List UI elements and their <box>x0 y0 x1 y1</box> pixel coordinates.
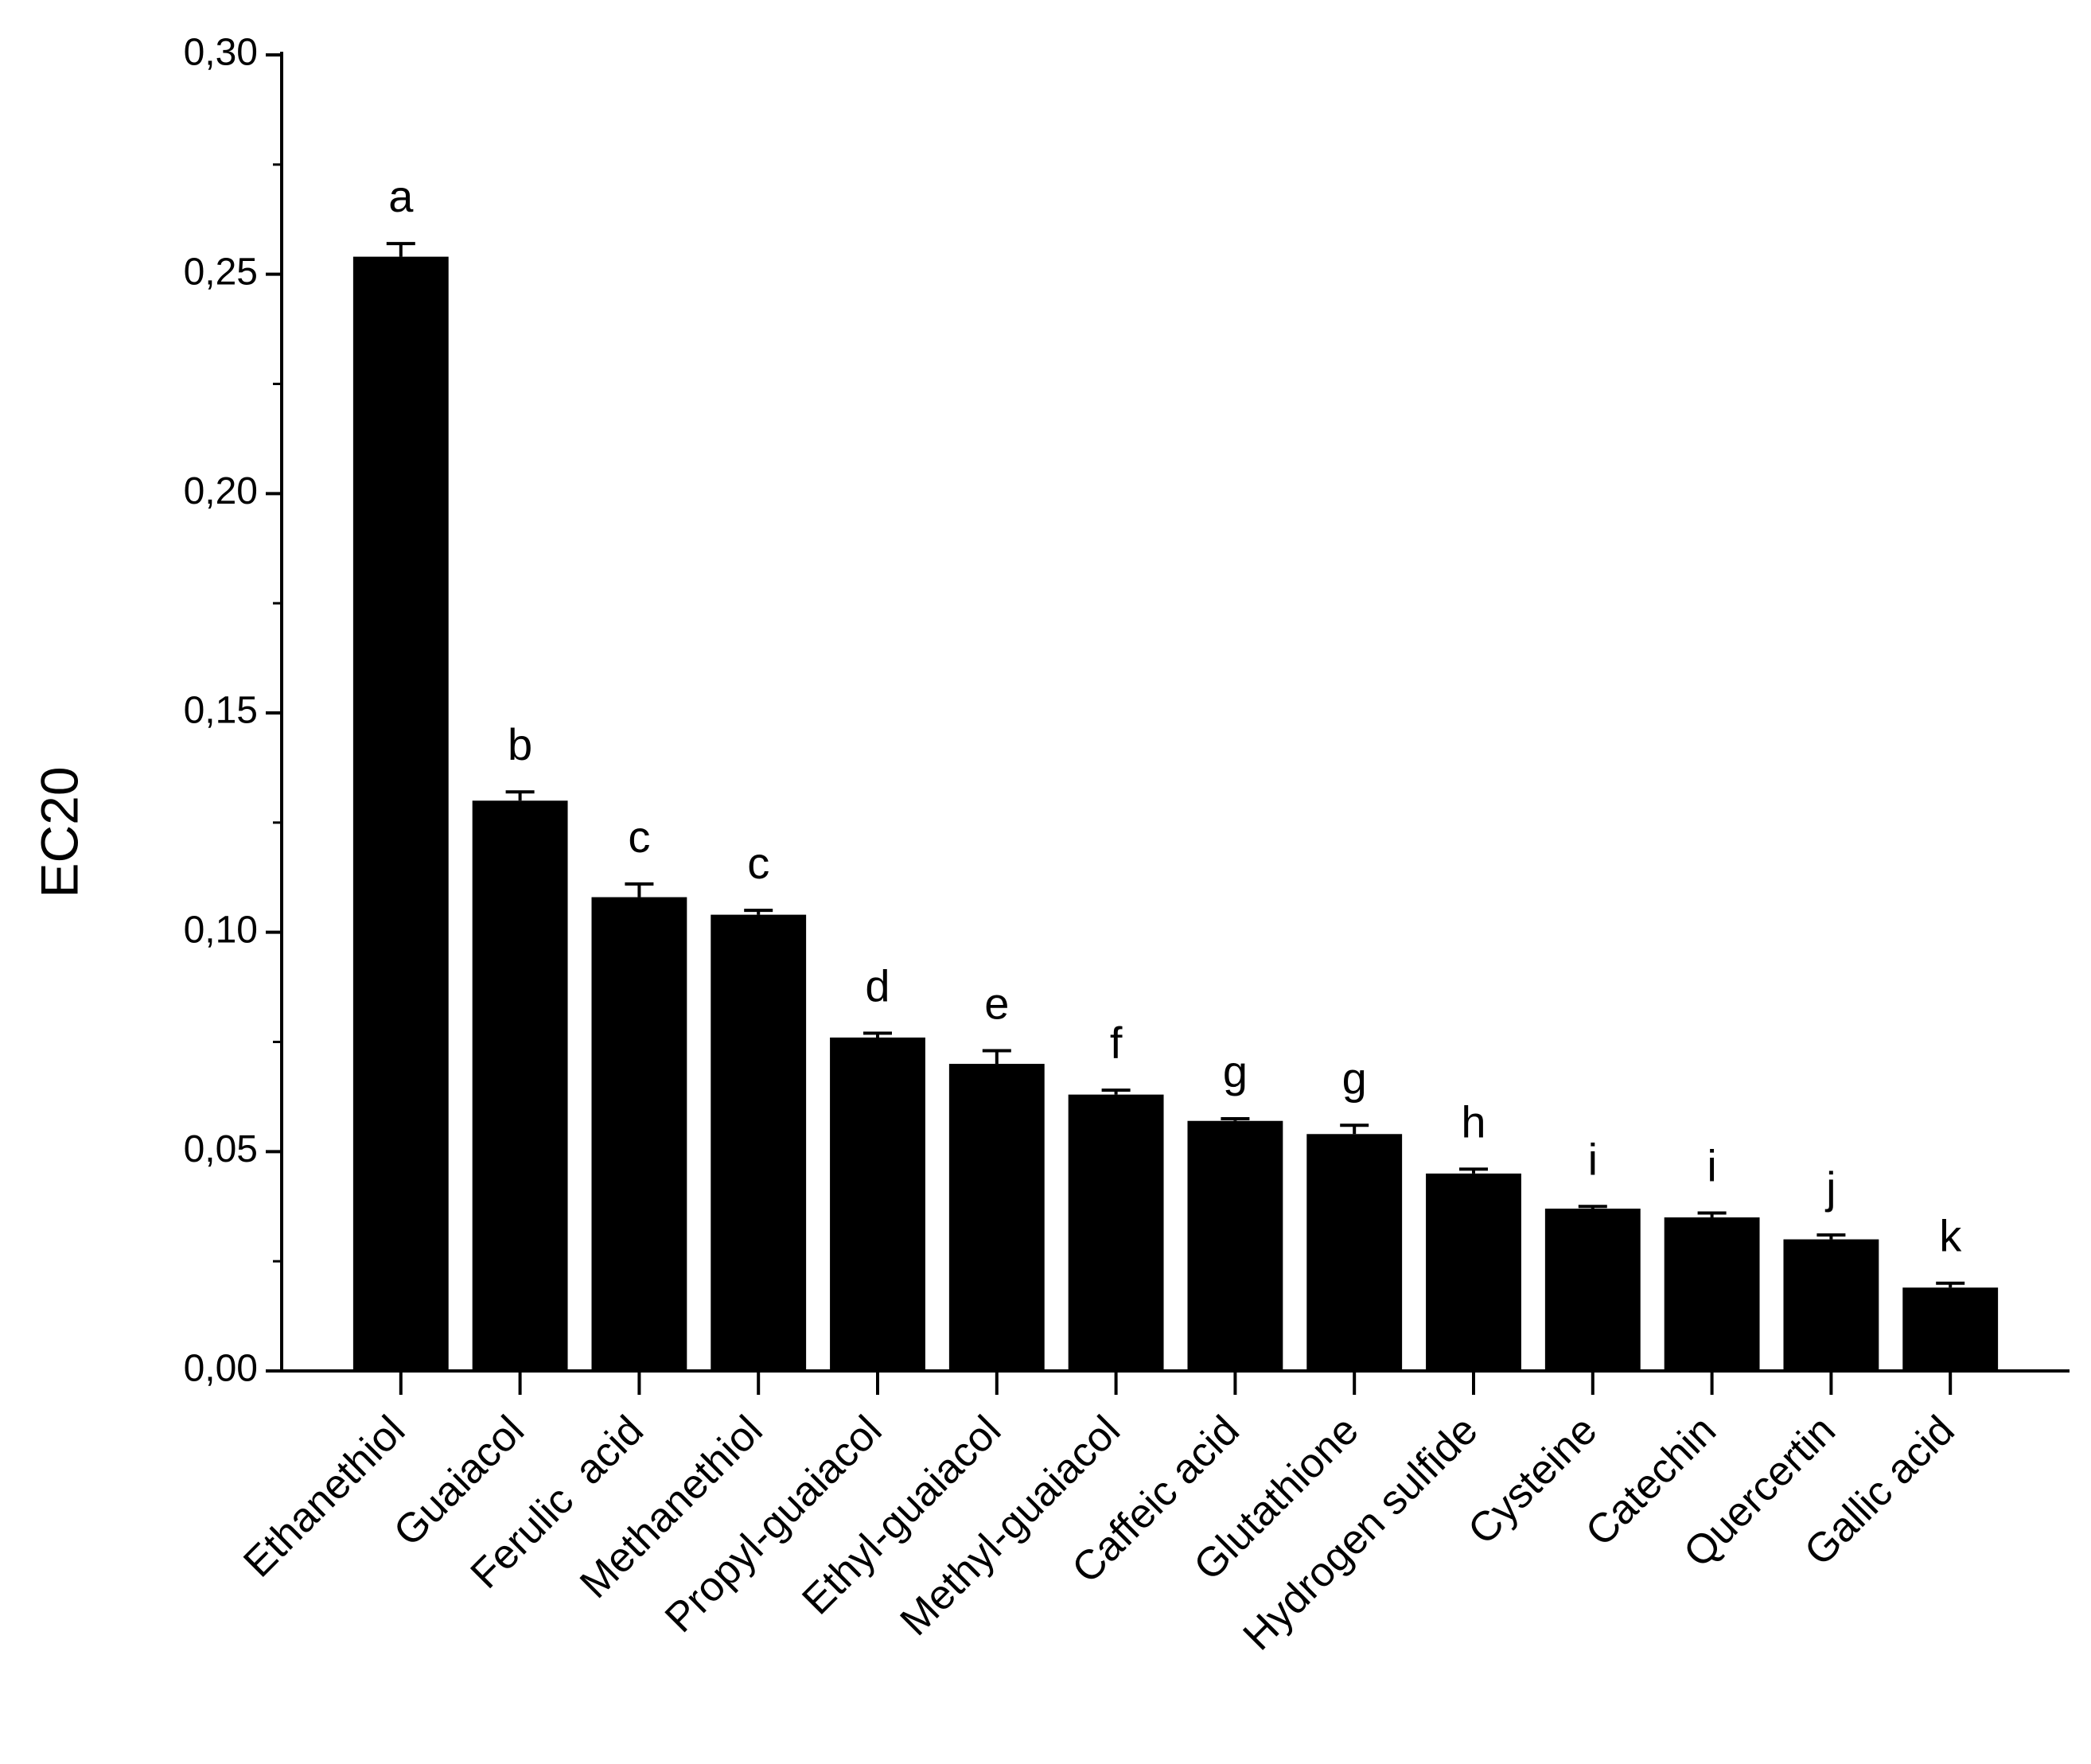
error-bar <box>744 909 773 915</box>
y-tick-label: 0,20 <box>184 470 258 512</box>
error-bar <box>505 790 535 801</box>
annotation: c <box>628 812 650 862</box>
annotation: h <box>1461 1096 1486 1147</box>
error-bar <box>625 882 654 898</box>
error-bar <box>863 1031 892 1038</box>
bar <box>1544 1209 1641 1371</box>
annotation: g <box>1223 1046 1248 1096</box>
error-bar <box>1340 1123 1369 1135</box>
y-tick-label: 0,00 <box>184 1348 258 1390</box>
error-bar <box>1101 1088 1131 1095</box>
error-bar <box>1578 1205 1607 1209</box>
bar <box>1902 1287 1999 1371</box>
error-bar <box>1816 1233 1846 1240</box>
annotation: b <box>508 719 532 769</box>
annotation: d <box>865 960 890 1011</box>
bar <box>711 914 807 1371</box>
bar <box>1426 1173 1521 1371</box>
annotation: e <box>984 979 1009 1029</box>
annotation: j <box>1824 1162 1836 1213</box>
y-tick-label: 0,30 <box>184 32 258 74</box>
annotation: c <box>747 838 769 888</box>
bar <box>472 800 568 1371</box>
error-bar <box>1221 1116 1250 1121</box>
x-tick-label: Ethanethiol <box>235 1407 414 1586</box>
bar <box>1783 1239 1879 1371</box>
bar <box>1306 1134 1403 1371</box>
annotation: a <box>388 171 414 221</box>
error-bar <box>386 242 415 257</box>
bar <box>352 256 449 1372</box>
y-tick-label: 0,25 <box>184 251 258 293</box>
annotation: i <box>1588 1134 1598 1184</box>
error-bar <box>982 1049 1011 1065</box>
error-bar <box>1459 1167 1488 1174</box>
bar <box>1187 1120 1283 1371</box>
y-tick-label: 0,10 <box>184 909 258 951</box>
x-tick-label: Propyl-guaiacol <box>656 1407 890 1641</box>
annotation: f <box>1110 1018 1123 1068</box>
x-tick-label: Cysteine <box>1459 1407 1606 1553</box>
error-bar <box>1697 1211 1727 1218</box>
bar <box>1068 1094 1164 1371</box>
annotation: k <box>1939 1211 1962 1261</box>
y-tick-label: 0,05 <box>184 1128 258 1170</box>
bar <box>1664 1217 1760 1371</box>
bar <box>830 1037 925 1371</box>
x-tick-label: Methyl-guaiacol <box>892 1407 1130 1645</box>
y-tick-label: 0,15 <box>184 690 258 732</box>
annotation: g <box>1342 1053 1367 1103</box>
bar <box>591 897 687 1371</box>
bar <box>948 1064 1045 1371</box>
annotation: i <box>1707 1141 1716 1191</box>
error-bar <box>1936 1281 1965 1288</box>
y-axis-title: EC20 <box>29 766 88 898</box>
